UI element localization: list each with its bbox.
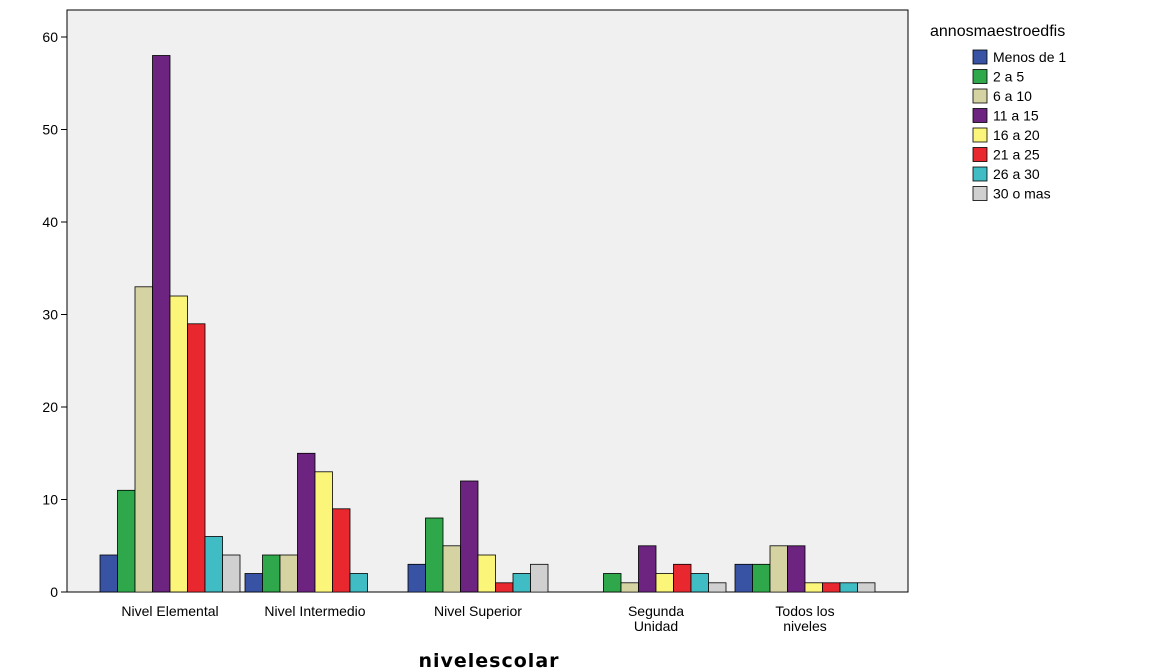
bar [407, 563, 426, 593]
x-tick-label: Nivel Intermedio [264, 603, 365, 619]
y-tick-label: 40 [42, 214, 58, 230]
x-tick-label-line: Todos los [775, 603, 834, 619]
bar [222, 554, 241, 593]
y-tick-label: 10 [42, 492, 58, 508]
legend-label: 2 a 5 [993, 69, 1024, 85]
bar [530, 563, 549, 593]
legend-title: annosmaestroedfis [930, 23, 1065, 40]
bar [460, 480, 479, 593]
legend-label: 30 o mas [993, 186, 1051, 202]
bar [332, 508, 351, 593]
bar [134, 286, 153, 593]
legend-label: 21 a 25 [993, 147, 1040, 163]
plot-area [66, 9, 909, 593]
bar [187, 323, 206, 593]
bars-group [99, 55, 876, 593]
x-tick-label: Todos los niveles [775, 603, 834, 634]
bar [638, 545, 657, 593]
legend-swatch [972, 88, 988, 104]
legend-label: 11 a 15 [993, 108, 1039, 124]
bar [117, 489, 136, 593]
bar [314, 471, 333, 593]
bar [169, 295, 188, 593]
y-tick-label: 0 [50, 584, 58, 600]
x-tick-label: Nivel Superior [434, 603, 522, 619]
bar [708, 582, 727, 593]
x-tick-label-line: Nivel Superior [434, 603, 522, 619]
x-tick-label-line: Nivel Intermedio [264, 603, 365, 619]
bar [152, 55, 171, 593]
x-tick-label: Segunda Unidad [628, 603, 684, 634]
y-axis: 0 10 20 30 40 50 60 [42, 29, 67, 600]
x-tick-label-line: Segunda [628, 603, 684, 619]
legend-swatch [972, 49, 988, 65]
bar [349, 573, 368, 593]
bar [297, 452, 316, 593]
bar [734, 563, 753, 593]
bar [655, 573, 674, 593]
bar [769, 545, 788, 593]
legend-label: 16 a 20 [993, 127, 1040, 143]
bar [690, 573, 709, 593]
bar [787, 545, 806, 593]
legend-swatch [972, 147, 988, 162]
bar [279, 554, 298, 593]
x-axis-categories: Nivel Elemental Nivel Intermedio Nivel Sup… [121, 603, 834, 634]
bar [99, 554, 118, 593]
bar [839, 582, 858, 593]
bar [752, 563, 771, 593]
bar [244, 573, 263, 593]
x-tick-label-line: niveles [783, 618, 827, 634]
legend-label: Menos de 1 [993, 49, 1066, 65]
legend-swatch [972, 69, 988, 84]
legend: Menos de 1 2 a 5 6 a 10 11 a 15 16 a 20 21 a … [972, 49, 1066, 202]
bar [804, 582, 823, 593]
bar [204, 536, 223, 593]
legend-swatch [972, 166, 988, 182]
y-tick-label: 50 [42, 122, 58, 138]
x-tick-label-line: Nivel Elemental [121, 603, 218, 619]
x-axis-title: nivelescolar [418, 650, 559, 672]
y-tick-label: 20 [42, 399, 58, 415]
bar [603, 573, 622, 593]
y-tick-label: 30 [42, 307, 58, 323]
bar [822, 582, 841, 593]
legend-swatch [972, 186, 988, 201]
x-tick-label-line: Unidad [634, 618, 678, 634]
bar [495, 582, 514, 593]
bar [512, 573, 531, 593]
bar [442, 545, 461, 593]
bar [262, 554, 281, 593]
bar [857, 582, 876, 593]
legend-swatch [972, 108, 988, 123]
legend-swatch [972, 127, 988, 143]
bar [477, 554, 496, 593]
legend-label: 26 a 30 [993, 166, 1040, 182]
bar [425, 517, 444, 593]
y-tick-label: 60 [42, 29, 58, 45]
x-tick-label: Nivel Elemental [121, 603, 218, 619]
legend-label: 6 a 10 [993, 88, 1032, 104]
bar [673, 563, 692, 593]
bar [620, 582, 639, 593]
